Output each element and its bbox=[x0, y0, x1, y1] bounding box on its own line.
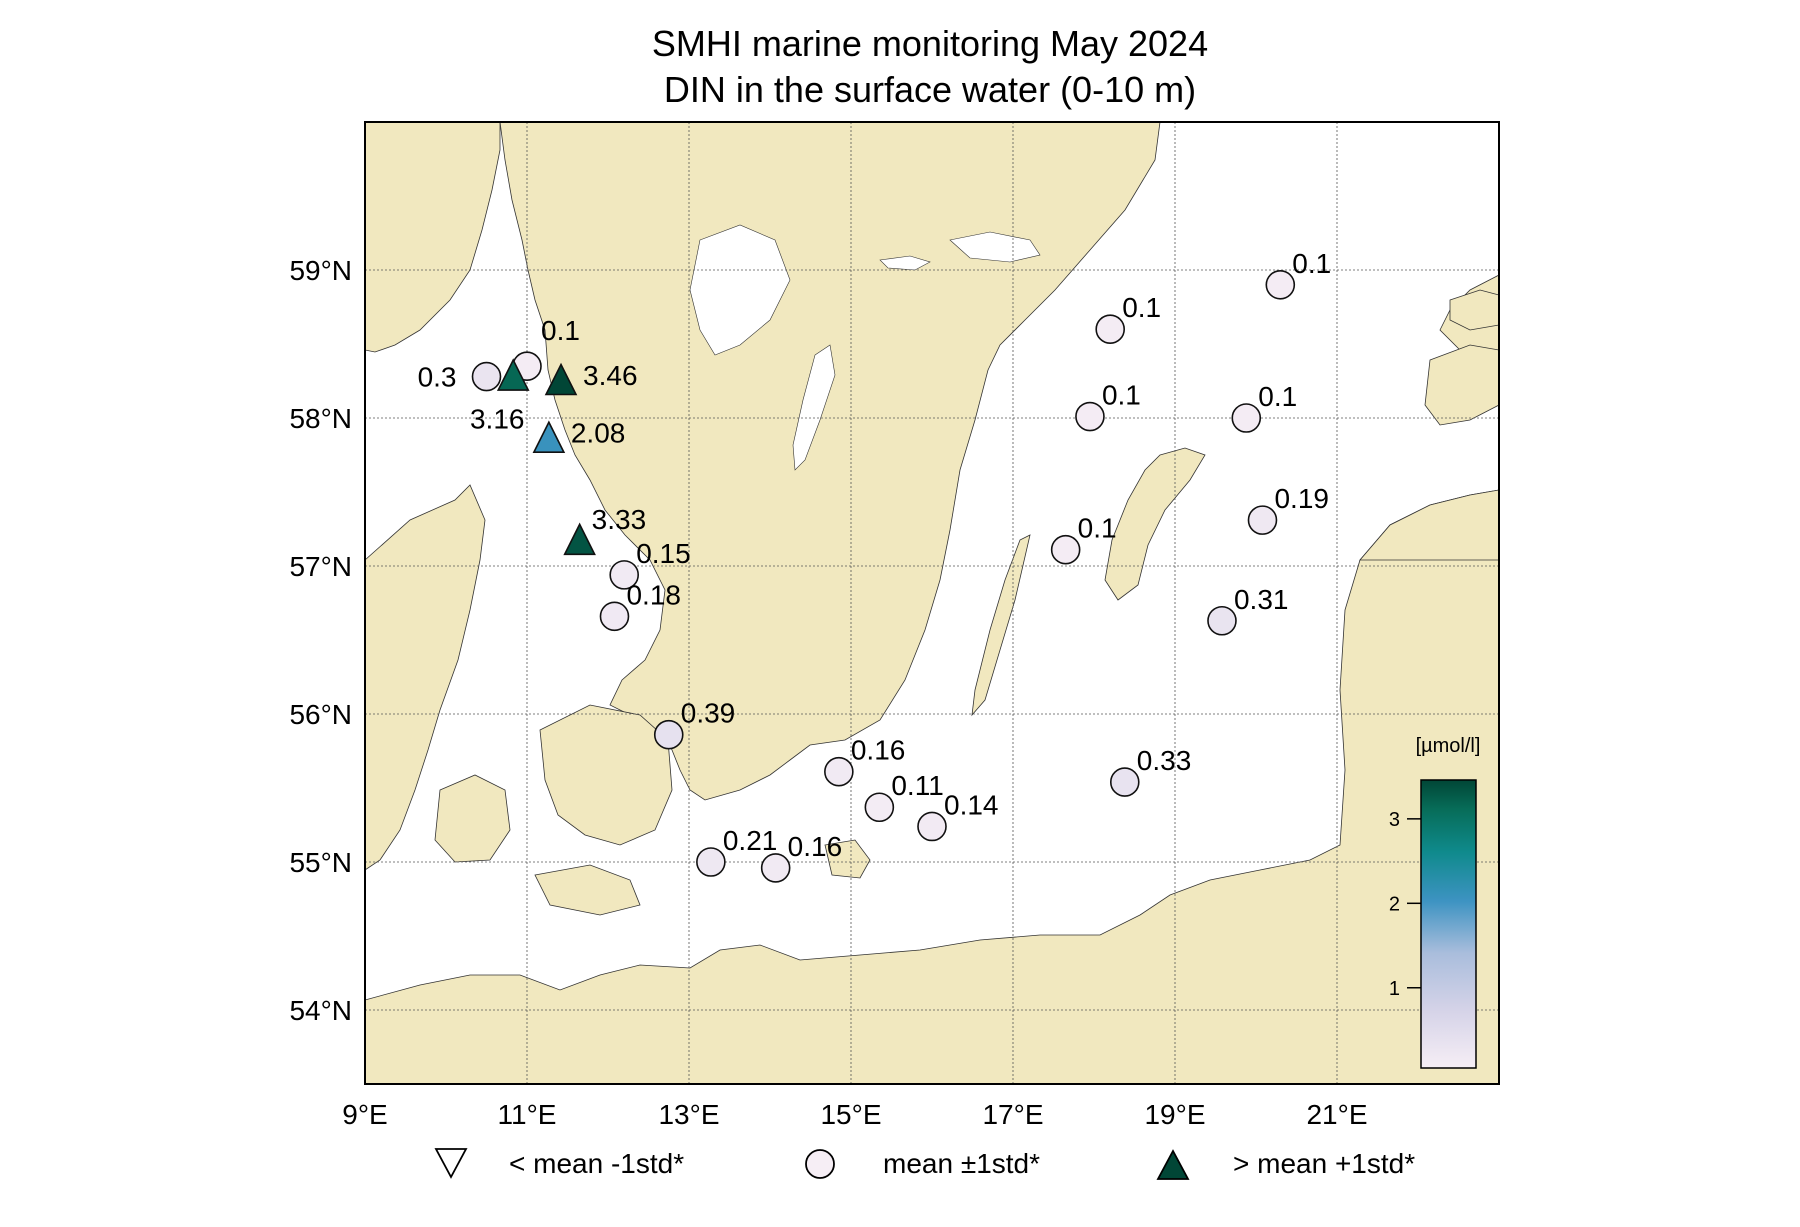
station-value-label: 0.18 bbox=[626, 579, 681, 610]
station-marker-circle bbox=[653, 719, 684, 750]
lat-tick-label: 59°N bbox=[289, 255, 352, 286]
lon-tick-label: 13°E bbox=[658, 1099, 719, 1130]
lat-tick-label: 57°N bbox=[289, 551, 352, 582]
land-masses bbox=[365, 122, 1499, 1084]
axis-labels: 9°E 11°E 13°E 15°E 17°E 19°E 21°E 54°N 55°N 56°N 5… bbox=[289, 255, 1367, 1130]
station-marker-triangle-up bbox=[563, 522, 596, 556]
station-marker-triangle-up bbox=[496, 358, 530, 391]
land-jutland bbox=[365, 484, 486, 871]
colorbar-bar bbox=[1420, 779, 1477, 1069]
colorbar-ticks: 1 2 3 bbox=[1389, 809, 1421, 1000]
legend-above-label: > mean +1std* bbox=[1233, 1148, 1415, 1179]
lat-tick-label: 58°N bbox=[289, 403, 352, 434]
station-value-label: 0.3 bbox=[418, 362, 457, 393]
land-gotland bbox=[1104, 447, 1206, 601]
station-marker-circle bbox=[824, 756, 854, 787]
lon-tick-label: 21°E bbox=[1306, 1099, 1367, 1130]
station-marker-circle bbox=[1265, 269, 1296, 300]
station-marker-circle bbox=[1075, 401, 1105, 432]
station-value-label: 0.1 bbox=[1102, 380, 1141, 411]
station-marker-circle bbox=[471, 361, 502, 392]
station-marker-circle bbox=[609, 560, 640, 590]
lon-tick-label: 11°E bbox=[498, 1099, 557, 1130]
graticule bbox=[365, 122, 1499, 1084]
land-norway bbox=[365, 122, 501, 353]
station-value-label: 0.11 bbox=[891, 770, 943, 801]
station-marker-circle bbox=[599, 601, 630, 632]
colorbar: [µmol/l] 1 2 3 bbox=[1389, 735, 1481, 1069]
lon-tick-label: 15°E bbox=[820, 1099, 881, 1130]
station-marker-circle bbox=[1231, 403, 1262, 433]
station-value-label: 2.08 bbox=[571, 418, 626, 449]
land-latvia bbox=[1359, 489, 1499, 561]
lon-tick-label: 17°E bbox=[982, 1099, 1043, 1130]
land-saaremaa bbox=[1424, 344, 1499, 426]
station-value-label: 0.14 bbox=[944, 789, 999, 820]
station-value-label: 0.1 bbox=[1122, 292, 1161, 323]
lon-tick-label: 19°E bbox=[1144, 1099, 1205, 1130]
lat-tick-label: 54°N bbox=[289, 995, 352, 1026]
land-hiiumaa bbox=[1449, 289, 1499, 331]
station-value-label: 0.33 bbox=[1137, 745, 1192, 776]
colorbar-tick-label: 1 bbox=[1389, 978, 1400, 1000]
land-oland bbox=[971, 534, 1031, 717]
land-zealand bbox=[539, 704, 673, 846]
legend-below-triangle-icon bbox=[434, 1148, 468, 1179]
lake-malaren bbox=[949, 231, 1041, 263]
station-value-label: 0.1 bbox=[541, 315, 580, 346]
legend-below-label: < mean -1std* bbox=[509, 1148, 684, 1179]
land-lolland bbox=[534, 864, 641, 916]
station-value-label: 0.1 bbox=[1078, 513, 1117, 544]
legend-above-triangle-icon bbox=[1156, 1149, 1190, 1180]
lake-vattern bbox=[792, 344, 836, 471]
station-marker-triangle-up bbox=[532, 420, 566, 454]
station-value-label: 0.16 bbox=[851, 735, 906, 766]
station-marker-circle bbox=[917, 811, 947, 842]
station-value-label: 3.46 bbox=[583, 360, 638, 391]
colorbar-tick-label: 2 bbox=[1389, 893, 1400, 915]
station-value-label: 3.16 bbox=[470, 404, 525, 435]
station-marker-circle bbox=[1050, 534, 1081, 565]
station-marker-circle bbox=[1095, 314, 1125, 345]
land-funen bbox=[434, 774, 511, 863]
station-marker-circle bbox=[760, 853, 791, 883]
station-value-label: 0.1 bbox=[1258, 381, 1297, 412]
legend-mean-circle-icon bbox=[805, 1149, 835, 1179]
station-value-label: 0.31 bbox=[1234, 584, 1289, 615]
station-value-label: 0.21 bbox=[723, 825, 778, 856]
station-marker-circle bbox=[696, 847, 726, 877]
station-marker-triangle-up bbox=[544, 362, 578, 396]
station-marker-circle bbox=[1109, 767, 1140, 797]
station-value-label: 3.33 bbox=[592, 504, 647, 535]
station-marker-circle bbox=[1247, 505, 1278, 535]
map-panel: 0.3 0.1 3.16 3.46 2.08 3.330.15 0.18 0.39 0.21 0.… bbox=[365, 122, 1499, 1084]
lat-tick-label: 55°N bbox=[289, 847, 352, 878]
map-title-line2: DIN in the surface water (0-10 m) bbox=[664, 69, 1196, 110]
legend-mean-label: mean ±1std* bbox=[883, 1148, 1040, 1179]
legend: < mean -1std* mean ±1std* > mean +1std* bbox=[434, 1148, 1415, 1180]
station-value-label: 0.19 bbox=[1274, 483, 1329, 514]
station-value-label: 0.16 bbox=[788, 831, 843, 862]
lake-vanern bbox=[689, 224, 791, 356]
station-value-label: 0.1 bbox=[1292, 248, 1331, 279]
map-title-line1: SMHI marine monitoring May 2024 bbox=[652, 23, 1208, 64]
land-bornholm bbox=[824, 839, 871, 879]
station-markers: 0.3 0.1 3.16 3.46 2.08 3.330.15 0.18 0.39 0.21 0.… bbox=[418, 248, 1331, 883]
station-marker-circle bbox=[1207, 605, 1237, 636]
lon-tick-label: 9°E bbox=[342, 1099, 387, 1130]
station-marker-circle bbox=[864, 792, 895, 823]
colorbar-unit: [µmol/l] bbox=[1416, 735, 1481, 757]
lake-hjalmaren bbox=[879, 255, 931, 271]
station-value-label: 0.39 bbox=[681, 698, 736, 729]
colorbar-tick-label: 3 bbox=[1389, 809, 1400, 831]
station-value-label: 0.15 bbox=[636, 538, 691, 569]
lat-tick-label: 56°N bbox=[289, 699, 352, 730]
lakes bbox=[689, 224, 1041, 471]
map-frame bbox=[364, 121, 1500, 1085]
